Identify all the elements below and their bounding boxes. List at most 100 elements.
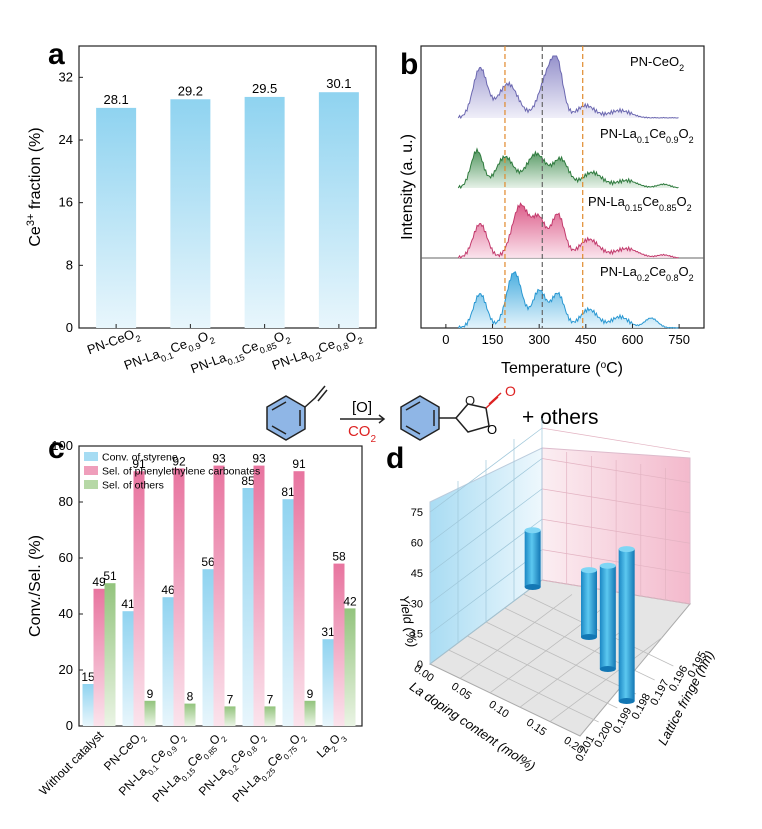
ytick-label: 0.199 xyxy=(611,706,635,736)
data-label: 7 xyxy=(227,692,234,706)
bar xyxy=(293,471,305,726)
ytick-label: 80 xyxy=(59,494,73,509)
series-line xyxy=(457,271,679,329)
ztick-label: 45 xyxy=(411,568,423,580)
series-area xyxy=(458,203,679,258)
data-label: 93 xyxy=(252,452,266,466)
data-label: 49 xyxy=(92,575,106,589)
ztick-label: 60 xyxy=(411,538,423,550)
panel-a-xtick: PN-La0.2Ce0.8O2 xyxy=(270,327,365,377)
cylinder-top xyxy=(581,567,597,574)
panel-c-ylabel: Conv./Sel. (%) xyxy=(27,535,44,637)
bar xyxy=(318,92,359,328)
bar xyxy=(122,611,134,726)
legend-label: Sel. of phenylethylene carbonates xyxy=(102,466,260,478)
data-label: 42 xyxy=(343,594,357,608)
panel-a-xtick-labels: PN-CeO2 PN-La0.1Ce0.9O2 PN-La0.15Ce0.85O… xyxy=(85,325,364,380)
data-label: 8 xyxy=(187,690,194,704)
data-label: 31 xyxy=(321,625,335,639)
cylinder-bar xyxy=(581,567,597,640)
cylinder-body xyxy=(618,549,635,701)
cylinder-base xyxy=(524,584,541,590)
cylinder-bar xyxy=(618,546,635,704)
bar xyxy=(170,99,211,329)
series-line xyxy=(457,55,679,120)
ztick-label: 75 xyxy=(411,507,423,519)
xtick-label: 300 xyxy=(528,332,550,347)
data-label: 28.1 xyxy=(103,92,128,107)
panel-b-ylabel: Intensity (a. u.) xyxy=(399,134,416,240)
data-label: 93 xyxy=(212,452,226,466)
panel-b-label: b xyxy=(400,48,418,81)
panel-a-ylabel: Ce3+ fraction (%) xyxy=(25,127,44,246)
ytick-label: 0 xyxy=(66,718,73,733)
wall-gridline xyxy=(541,427,691,453)
panel-d-label: d xyxy=(386,442,404,475)
carbonate-molecule xyxy=(400,392,502,441)
panel-b-xlabel: Temperature (oC) xyxy=(501,360,623,378)
data-label: 15 xyxy=(81,670,95,684)
bar xyxy=(162,597,174,726)
cylinder-base xyxy=(581,634,597,640)
bar xyxy=(333,563,345,726)
bar xyxy=(282,499,294,726)
o-ring2: O xyxy=(487,422,497,437)
bar xyxy=(202,569,214,726)
co2-label: CO2 xyxy=(348,423,377,445)
panel-b: b 0 150 300 450 600 750 PN-CeO2 PN-La0.1Ce0.9… xyxy=(399,45,705,378)
ytick-label: 32 xyxy=(59,69,73,84)
legend-label: Sel. of others xyxy=(102,480,164,492)
panel-a-frame xyxy=(78,45,377,329)
panel-d-ylabel: Lattice fringe (nm) xyxy=(655,648,717,748)
bar xyxy=(96,107,137,328)
data-label: 29.5 xyxy=(252,81,277,96)
xtick-label: 0.10 xyxy=(486,699,510,721)
bar xyxy=(322,639,334,726)
floor-gridline xyxy=(485,621,637,695)
legend-swatch xyxy=(84,480,98,489)
ztick-label: 15 xyxy=(411,629,423,641)
bar xyxy=(344,608,356,726)
ytick-label: 20 xyxy=(59,662,73,677)
ytick-label: 8 xyxy=(66,257,73,272)
ytick-label: 0 xyxy=(66,320,73,335)
ytick-label: 40 xyxy=(59,606,73,621)
bar xyxy=(104,583,116,726)
floor-gridline xyxy=(448,649,599,723)
panel-c-label: c xyxy=(48,432,65,465)
xtick-label: 0 xyxy=(442,332,449,347)
bar xyxy=(93,588,105,726)
cylinder-body xyxy=(599,565,616,669)
panel-c: c 1549514191946928569378593781919315842 … xyxy=(27,432,363,808)
data-label: 29.2 xyxy=(178,83,203,98)
cylinder-body xyxy=(524,530,541,587)
cylinder-top xyxy=(524,527,541,534)
bar xyxy=(133,471,145,726)
data-label: 46 xyxy=(161,583,175,597)
xtick-label: 150 xyxy=(482,332,504,347)
bar xyxy=(173,468,185,726)
panel-c-xtick: La2O3 xyxy=(314,728,349,763)
others-label: + others xyxy=(522,406,598,429)
styrene-molecule xyxy=(266,385,328,441)
panel-c-xtick-labels: Without catalyst PN-CeO2 PN-La0.1Ce0.9O2… xyxy=(36,728,349,808)
series-line xyxy=(457,147,679,190)
o-ring1: O xyxy=(465,393,475,408)
data-label: 81 xyxy=(281,485,295,499)
ytick-label: 60 xyxy=(59,550,73,565)
data-label: 91 xyxy=(132,457,146,471)
ztick-label: 30 xyxy=(411,598,423,610)
floor-gridline xyxy=(523,593,674,667)
scheme-text: [O] CO2 O O O + others xyxy=(348,383,599,445)
bar xyxy=(82,684,94,726)
data-label: 7 xyxy=(267,692,274,706)
series-label: PN-La0.15Ce0.85O2 xyxy=(588,194,692,213)
ytick-label: 16 xyxy=(59,195,73,210)
bar xyxy=(213,465,225,726)
xtick-label: 750 xyxy=(668,332,690,347)
panel-c-xtick: PN-La0.25Ce0.75O2 xyxy=(230,728,309,807)
panel-c-legend: Conv. of styrene Sel. of phenylethylene c… xyxy=(84,452,260,492)
ytick-label: 24 xyxy=(59,132,73,147)
series-label: PN-CeO2 xyxy=(630,54,684,73)
data-label: 41 xyxy=(121,597,135,611)
